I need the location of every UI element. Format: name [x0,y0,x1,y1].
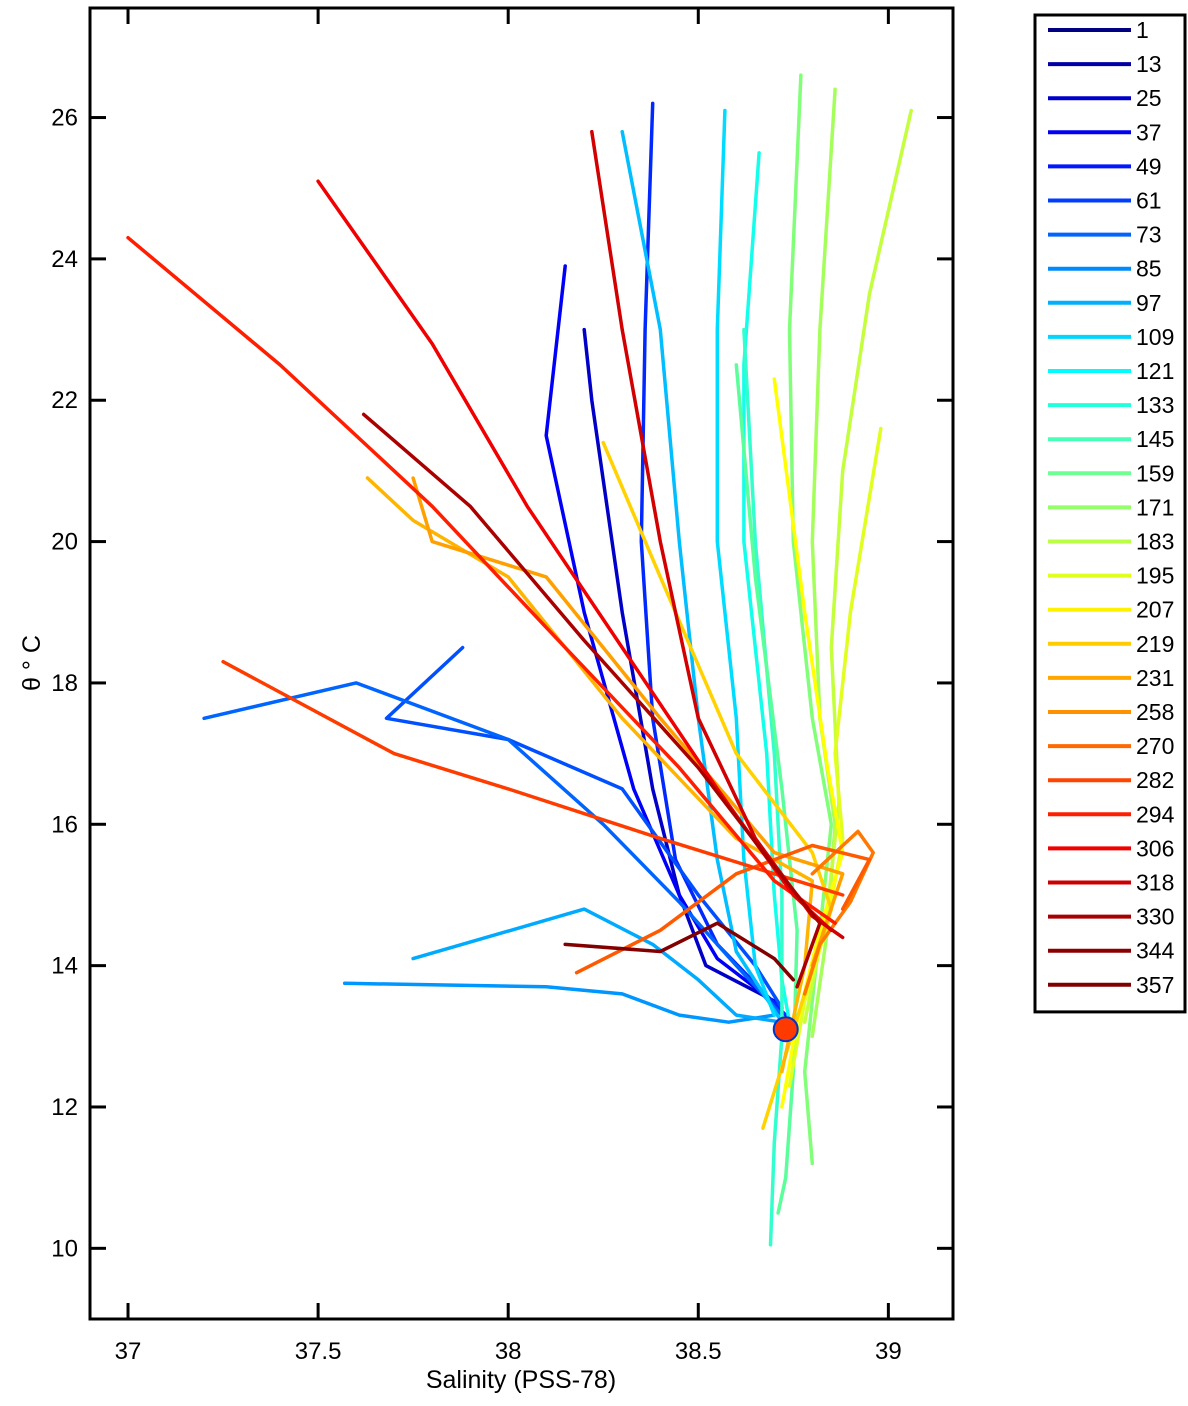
legend-label: 294 [1136,801,1175,827]
x-axis-label: Salinity (PSS-78) [426,1366,616,1394]
legend-label: 145 [1136,426,1174,452]
legend-label: 37 [1136,119,1162,145]
legend-label: 195 [1136,563,1174,589]
legend-label: 318 [1136,870,1174,896]
legend-label: 49 [1136,153,1162,179]
legend-label: 282 [1136,767,1174,793]
series-line-195 [787,426,883,1088]
axes-frame [88,6,955,1321]
series-line-318 [316,179,834,933]
legend-label: 258 [1136,699,1174,725]
y-tick-label: 22 [51,387,78,414]
y-tick-label: 18 [51,670,78,697]
legend-label: 183 [1136,529,1174,555]
y-tick-label: 12 [51,1094,78,1121]
legend-label: 73 [1136,222,1162,248]
legend: 1 13 25 37 49 61 73 85 97 109 121 133 145 159 171 183 19… [1033,13,1187,1014]
legend-label: 357 [1136,972,1174,998]
legend-label: 97 [1136,290,1162,316]
y-tick-label: 14 [51,953,78,980]
series-line-294 [221,659,845,897]
legend-label: 219 [1136,631,1174,657]
y-tick-label: 16 [51,811,78,838]
legend-label: 85 [1136,256,1162,282]
series-line-85 [411,907,784,1024]
legend-label: 270 [1136,733,1174,759]
legend-label: 159 [1136,460,1174,486]
legend-label: 25 [1136,85,1162,111]
legend-label: 121 [1136,358,1174,384]
x-tick-label: 37.5 [295,1338,342,1365]
y-axis-label: θ ° C [18,635,46,691]
series-line-344 [361,412,822,989]
series-line-133 [742,327,784,1247]
series-line-258 [411,476,845,968]
marker-cluster [772,1016,799,1043]
legend-label: 306 [1136,835,1174,861]
series-line-109 [715,108,777,1017]
series-layer [126,73,913,1247]
legend-label: 231 [1136,665,1174,691]
legend-label: 109 [1136,324,1174,350]
y-tick-label: 24 [51,246,78,273]
legend-label: 1 [1136,17,1149,43]
y-tick-label: 26 [51,105,78,132]
series-line-357 [563,921,796,982]
legend-label: 133 [1136,392,1174,418]
x-tick-label: 37 [115,1338,142,1365]
legend-box [1033,13,1187,1014]
series-line-61 [202,681,784,1017]
legend-label: 61 [1136,188,1162,214]
legend-label: 344 [1136,938,1175,964]
x-tick-label: 39 [875,1338,902,1365]
y-tick-label: 10 [51,1235,78,1262]
legend-label: 171 [1136,494,1174,520]
x-axis-ticks: 37 37.5 38 38.5 39 [115,8,902,1365]
x-tick-label: 38 [495,1338,522,1365]
series-line-282 [574,843,872,975]
y-tick-label: 20 [51,529,78,556]
series-line-145 [734,363,799,1215]
series-line-25 [544,264,784,1010]
y-axis-ticks: 10 12 14 16 18 20 22 24 26 [51,105,953,1262]
series-line-13 [582,327,777,1003]
series-line-306 [126,235,837,925]
series-line-73 [342,981,777,1024]
legend-label: 207 [1136,597,1174,623]
legend-label: 330 [1136,904,1174,930]
series-line-159 [787,73,834,1166]
legend-label: 13 [1136,51,1162,77]
series-line-49 [384,645,784,1010]
x-tick-label: 38.5 [675,1338,722,1365]
